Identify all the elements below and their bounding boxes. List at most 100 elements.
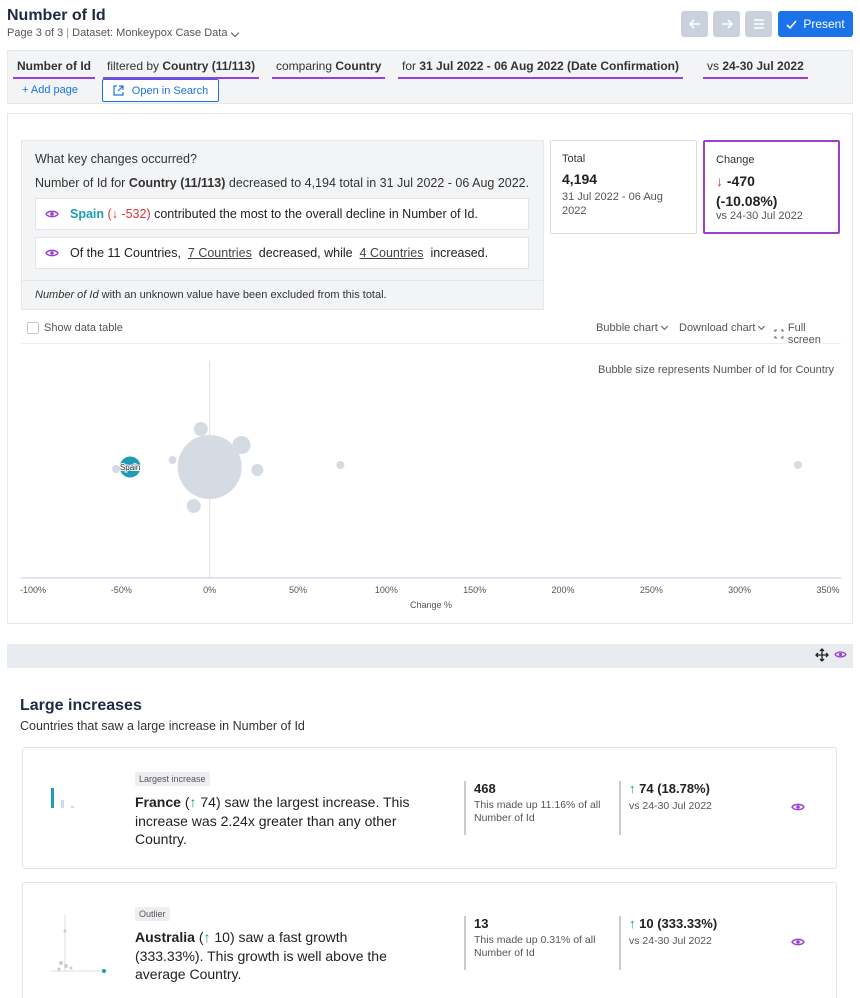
mini-bar <box>61 800 64 808</box>
mini-point <box>69 966 73 970</box>
mini-point <box>57 967 61 971</box>
key-changes-box: What key changes occurred? Number of Id … <box>21 140 544 310</box>
increase-description: Australia (↑ 10) saw a fast growth (333.… <box>135 929 387 982</box>
date-token[interactable]: for 31 Jul 2022 - 06 Aug 2022 (Date Conf… <box>398 59 683 79</box>
dataset-selector[interactable]: Dataset: Monkeypox Case Data <box>72 27 240 39</box>
change-vs: vs 24-30 Jul 2022 <box>716 210 803 222</box>
eye-icon[interactable] <box>791 802 805 812</box>
chevron-down-icon <box>231 28 240 38</box>
key-changes-summary: Number of Id for Country (11/113) decrea… <box>35 176 530 190</box>
increased-countries-link[interactable]: 4 Countries <box>359 246 424 260</box>
change-block: ↑ 74 (18.78%) vs 24-30 Jul 2022 <box>619 781 769 835</box>
decreased-countries-link[interactable]: 7 Countries <box>187 246 252 260</box>
x-tick-label: 350% <box>816 585 839 595</box>
mini-bar <box>71 806 74 808</box>
mini-point <box>63 929 67 933</box>
page-info: Page 3 of 3 <box>7 27 64 39</box>
section-divider <box>7 644 853 668</box>
external-link-icon <box>113 85 124 96</box>
arrow-right-icon <box>721 19 733 29</box>
x-axis-label: Change % <box>410 600 452 610</box>
badge: Largest increase <box>135 772 210 786</box>
exclusion-note: Number of Id with an unknown value have … <box>22 280 543 309</box>
mini-point <box>59 961 63 965</box>
measure-token[interactable]: Number of Id <box>13 59 95 79</box>
filter-token[interactable]: filtered by Country (11/113) <box>103 59 260 79</box>
eye-icon[interactable] <box>45 209 59 219</box>
change-label: Change <box>716 154 755 166</box>
x-tick-label: 250% <box>640 585 663 595</box>
compare-token[interactable]: comparing Country <box>272 59 386 79</box>
x-tick-label: 150% <box>463 585 486 595</box>
full-screen-button[interactable]: Full screen <box>774 322 841 346</box>
present-button[interactable]: Present <box>778 11 853 37</box>
eye-icon[interactable] <box>45 248 59 258</box>
x-tick-label: 100% <box>375 585 398 595</box>
next-page-button[interactable] <box>713 11 740 37</box>
bubble <box>232 436 251 454</box>
add-page-link[interactable]: + Add page <box>22 84 78 96</box>
chart-svg: -100% -50% 0% 50% 100% 150% 200% 250% 300% 350% Ch… <box>20 361 841 610</box>
mini-point <box>64 964 68 968</box>
check-icon <box>786 19 797 29</box>
answer-panel: What key changes occurred? Number of Id … <box>7 113 853 624</box>
show-data-table-checkbox[interactable] <box>27 322 39 334</box>
mini-bar <box>51 788 54 808</box>
bubble <box>112 465 121 473</box>
move-icon[interactable] <box>815 648 829 662</box>
x-tick-label: 200% <box>551 585 574 595</box>
x-tick-label: 50% <box>289 585 307 595</box>
stat-block: 13 This made up 0.31% of all Number of I… <box>464 916 614 970</box>
change-card[interactable]: Change ↓ -470 (-10.08%) vs 24-30 Jul 2022 <box>703 140 840 234</box>
chevron-down-icon <box>660 322 668 331</box>
x-tick-label: -50% <box>111 585 132 595</box>
total-period: 31 Jul 2022 - 06 Aug 2022 <box>562 191 663 217</box>
increase-description: France (↑ 74) saw the largest increase. … <box>135 794 410 847</box>
arrow-left-icon <box>688 19 700 29</box>
eye-icon[interactable] <box>791 937 805 947</box>
open-in-search-button[interactable]: Open in Search <box>102 79 219 102</box>
mini-bar-chart <box>51 788 74 808</box>
previous-page-button[interactable] <box>681 11 708 37</box>
increase-card-france[interactable]: Largest increase France (↑ 74) saw the l… <box>22 747 837 869</box>
section-subtitle: Countries that saw a large increase in N… <box>20 719 305 733</box>
bubble <box>177 435 242 499</box>
present-label: Present <box>803 17 845 31</box>
bubble <box>186 499 201 513</box>
bubble-size-note: Bubble size represents Number of Id for … <box>597 364 834 376</box>
total-card[interactable]: Total 4,194 31 Jul 2022 - 06 Aug 2022 <box>550 140 697 234</box>
x-tick-label: 0% <box>203 585 216 595</box>
bubble-label: Spain <box>120 463 140 472</box>
mini-point-highlight <box>102 969 106 973</box>
stat-block: 468 This made up 11.16% of all Number of… <box>464 781 614 835</box>
change-block: ↑ 10 (333.33%) vs 24-30 Jul 2022 <box>619 916 769 970</box>
menu-button[interactable] <box>745 11 772 37</box>
eye-icon[interactable] <box>834 650 847 659</box>
insight-spain[interactable]: Spain (↓ -532) contributed the most to t… <box>35 198 529 230</box>
x-tick-label: -100% <box>20 585 46 595</box>
insight-count[interactable]: Of the 11 Countries, 7 Countries decreas… <box>35 237 529 269</box>
increase-card-australia[interactable]: Outlier Australia (↑ 10) saw a fast grow… <box>22 882 837 998</box>
download-chart-dropdown[interactable]: Download chart <box>679 322 766 334</box>
bubble-chart: Bubble size represents Number of Id for … <box>8 349 854 625</box>
chevron-down-icon <box>758 322 766 331</box>
change-value: ↓ -470 (-10.08%) <box>716 173 778 209</box>
page-title: Number of Id <box>7 7 106 24</box>
page-subtitle: Page 3 of 3 | Dataset: Monkeypox Case Da… <box>7 27 240 39</box>
bubble <box>168 456 177 464</box>
show-data-table-label[interactable]: Show data table <box>44 322 123 334</box>
bubble <box>336 461 345 469</box>
separator: | <box>66 27 70 39</box>
query-bar: Number of Id filtered by Country (11/113… <box>7 50 853 104</box>
bubble <box>193 422 208 436</box>
chart-toolbar: Show data table Bubble chart Download ch… <box>21 322 841 346</box>
bubble <box>251 464 264 476</box>
bubble <box>793 461 802 469</box>
total-label: Total <box>562 153 586 165</box>
x-tick-label: 300% <box>728 585 751 595</box>
compare-date-token[interactable]: vs 24-30 Jul 2022 <box>703 59 808 79</box>
chart-type-dropdown[interactable]: Bubble chart <box>596 322 668 334</box>
mini-scatter-chart <box>51 915 107 973</box>
fullscreen-icon <box>774 329 784 339</box>
badge: Outlier <box>135 907 170 921</box>
